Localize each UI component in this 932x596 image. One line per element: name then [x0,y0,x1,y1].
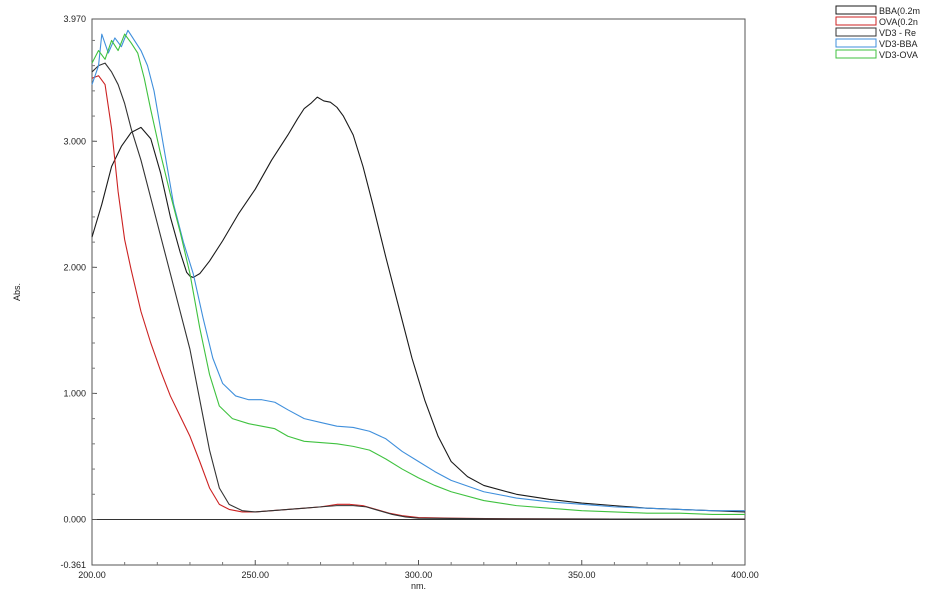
legend-label: VD3-OVA [879,50,918,60]
x-tick-label: 250.00 [241,570,269,580]
legend-label: VD3-BBA [879,39,918,49]
legend-swatch [835,49,877,59]
plot-frame [91,18,746,566]
legend-swatch [835,27,877,37]
series-line-5 [91,33,745,515]
y-tick-label: 3.000 [63,136,86,146]
series-line-2 [91,75,746,520]
x-tick-label: 200.00 [78,570,106,580]
series-line-4 [91,29,745,512]
plot-area [91,18,746,566]
series-line-1 [91,96,746,513]
x-tick-label: 400.00 [731,570,759,580]
x-axis-label: nm. [411,581,426,591]
x-tick-label: 300.00 [405,570,433,580]
legend-label: VD3 - Re [879,28,916,38]
y-axis-label: Abs. [12,283,22,301]
y-tick-label: 3.970 [63,14,86,24]
x-tick-label: 350.00 [568,570,596,580]
y-axis-ticks: -0.361 0.000 1.000 2.000 3.000 3.970 [60,14,97,570]
y-tick-label: -0.361 [60,560,86,570]
series-line-3 [91,62,746,520]
legend-swatch [835,38,877,48]
series-lines [91,29,746,520]
legend-swatch [835,5,877,15]
x-axis-ticks: 200.00 250.00 300.00 350.00 400.00 [78,560,759,580]
legend-swatch [835,16,877,26]
y-tick-label: 1.000 [63,388,86,398]
y-tick-label: 2.000 [63,262,86,272]
legend-label: BBA(0.2m [879,6,920,16]
legend-label: OVA(0.2n [879,17,918,27]
y-tick-label: 0.000 [63,514,86,524]
